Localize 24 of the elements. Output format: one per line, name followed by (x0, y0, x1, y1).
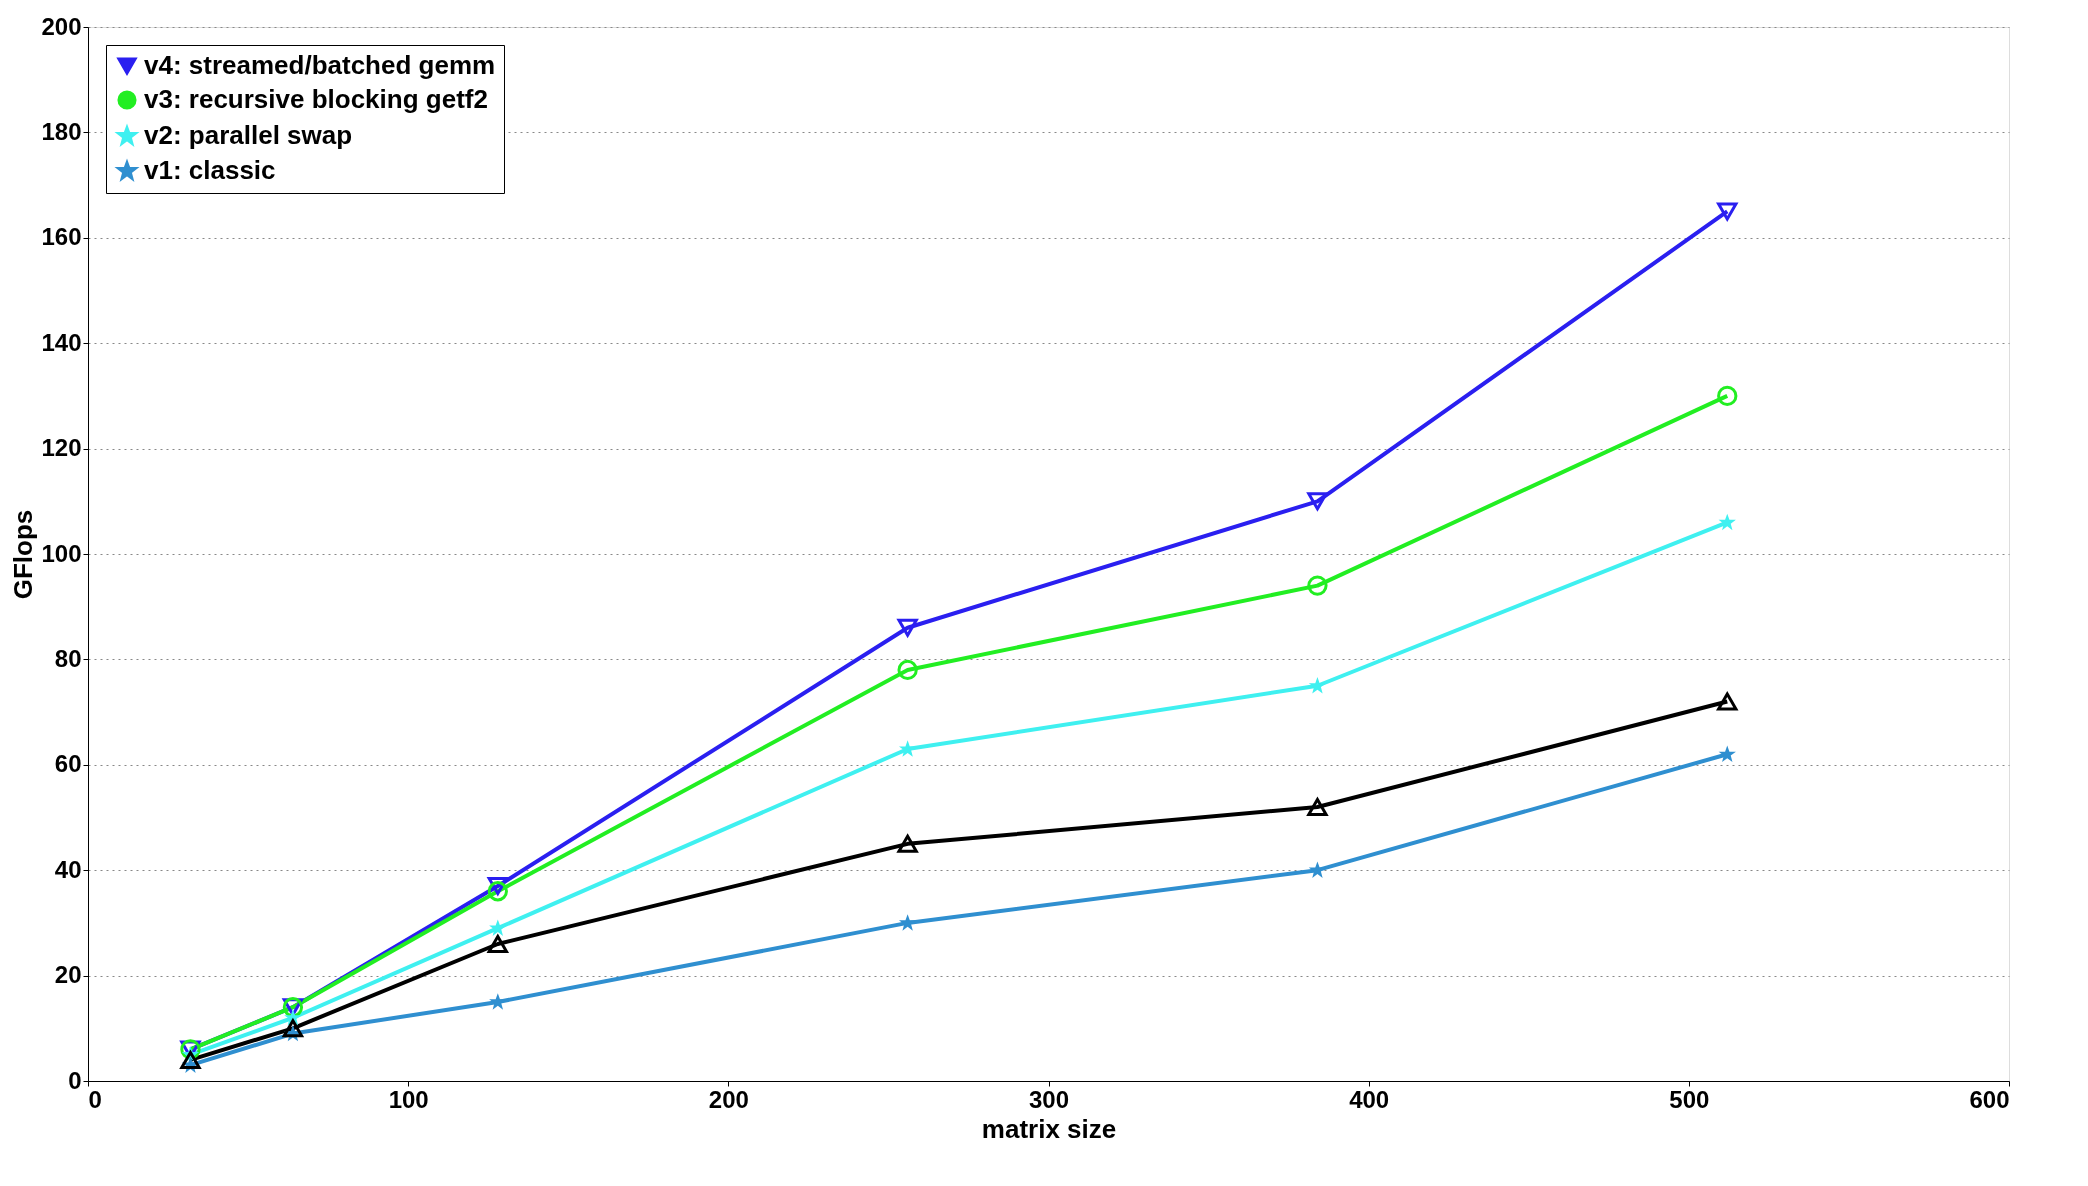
y-tick-label: 200 (41, 12, 82, 40)
y-tick-label: 120 (41, 434, 82, 462)
x-tick-label: 500 (1669, 1085, 1710, 1113)
y-tick-label: 0 (68, 1066, 82, 1094)
y-tick-label: 160 (41, 223, 82, 251)
x-tick-label: 200 (708, 1085, 749, 1113)
y-axis-title: GFlops (8, 509, 39, 600)
y-tick-label: 180 (41, 117, 82, 145)
y-tick-label: 20 (54, 961, 82, 989)
legend-label: v4: streamed/batched gemm (144, 50, 496, 80)
x-tick-label: 0 (88, 1085, 102, 1113)
x-tick-label: 600 (1969, 1085, 2010, 1113)
x-axis-title: matrix size (981, 1113, 1117, 1144)
legend-label: v2: parallel swap (144, 120, 353, 150)
y-tick-label: 80 (54, 644, 82, 672)
x-tick-label: 300 (1028, 1085, 1070, 1113)
y-tick-label: 100 (41, 539, 82, 567)
legend-label: v3: recursive blocking getf2 (144, 84, 488, 114)
x-tick-label: 100 (388, 1085, 429, 1113)
x-tick-label: 400 (1349, 1085, 1390, 1113)
y-tick-label: 140 (41, 328, 82, 356)
legend-label: v1: classic (144, 155, 276, 185)
y-tick-label: 40 (54, 855, 82, 883)
y-tick-label: 60 (54, 750, 82, 778)
